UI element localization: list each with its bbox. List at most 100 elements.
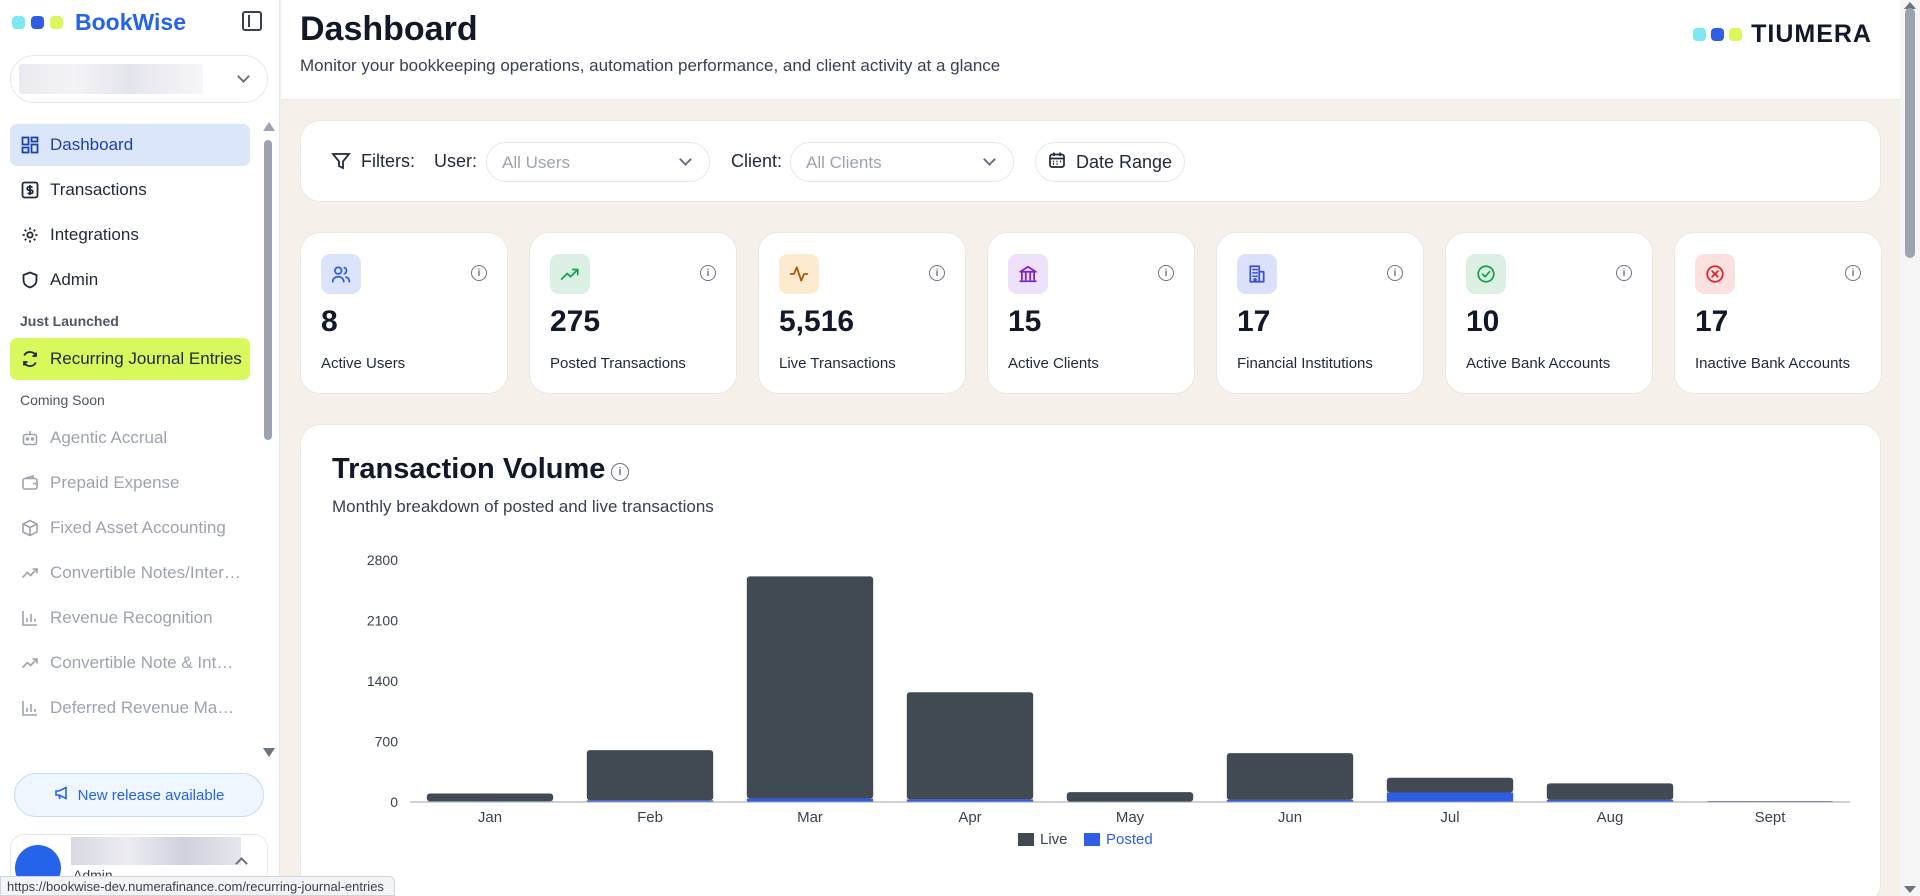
- info-icon[interactable]: i: [1616, 265, 1632, 281]
- sidebar-item-deferred-revenue-management[interactable]: Deferred Revenue Management: [10, 687, 250, 729]
- logo-dot-1: [1693, 28, 1707, 41]
- x-circle-icon: [1695, 254, 1735, 294]
- stat-card-active-users: i 8 Active Users: [300, 232, 508, 394]
- user-filter-label: User:: [434, 151, 478, 171]
- sidebar-item-admin[interactable]: Admin: [10, 259, 250, 301]
- client-filter-label: Client:: [731, 151, 783, 171]
- bar-chart-icon: [20, 608, 40, 628]
- stat-label: Inactive Bank Accounts: [1695, 355, 1851, 372]
- legend-label-posted: Posted: [1106, 831, 1153, 848]
- sidebar-item-label: Recurring Journal Entries: [50, 349, 242, 368]
- stat-card-inactive-bank-accounts: i 17 Inactive Bank Accounts: [1674, 232, 1882, 394]
- info-icon[interactable]: i: [929, 265, 945, 281]
- bar-live-jul: [1386, 777, 1514, 793]
- info-icon[interactable]: i: [1387, 265, 1403, 281]
- transaction-volume-card: Transaction Volume i Monthly breakdown o…: [300, 424, 1881, 896]
- sidebar-scrollbar[interactable]: [264, 140, 272, 440]
- x-tick-label: May: [1116, 809, 1145, 826]
- x-tick-label: Jul: [1440, 809, 1459, 826]
- sidebar-item-label: Dashboard: [50, 135, 134, 154]
- sidebar-item-dashboard[interactable]: Dashboard: [10, 124, 250, 166]
- page-scroll-down-icon[interactable]: [1904, 886, 1916, 893]
- sidebar-scroll-up-icon[interactable]: [263, 122, 275, 131]
- stat-label: Active Users: [321, 355, 406, 372]
- stat-label: Active Bank Accounts: [1466, 355, 1611, 372]
- sidebar-item-integrations[interactable]: Integrations: [10, 214, 250, 256]
- bar-live-aug: [1546, 783, 1674, 800]
- bar-posted-aug: [1546, 799, 1674, 802]
- sidebar-item-revenue-recognition[interactable]: Revenue Recognition: [10, 597, 250, 639]
- stat-value: 275: [550, 305, 601, 338]
- dashboard-icon: [20, 135, 40, 155]
- new-release-button[interactable]: New release available: [14, 773, 264, 817]
- stat-value: 8: [321, 305, 338, 338]
- sidebar-item-convertible-note-interest[interactable]: Convertible Note & Interest: [10, 642, 250, 684]
- status-bar-url: https://bookwise-dev.numerafinance.com/r…: [0, 876, 395, 896]
- stat-value: 15: [1008, 305, 1042, 338]
- bank-icon: [1008, 254, 1048, 294]
- client-filter-select[interactable]: All Clients: [790, 142, 1014, 182]
- gear-icon: [20, 225, 40, 245]
- sidebar-item-prepaid-expense[interactable]: Prepaid Expense: [10, 462, 250, 504]
- user-filter-select[interactable]: All Users: [486, 142, 710, 182]
- stat-value: 10: [1466, 305, 1500, 338]
- sidebar-item-convertible-notes-interest[interactable]: Convertible Notes/Interest: [10, 552, 250, 594]
- x-tick-label: Apr: [958, 809, 981, 826]
- x-tick-label: Aug: [1597, 809, 1624, 826]
- bar-chart-icon: [20, 698, 40, 718]
- organization-select[interactable]: [10, 55, 268, 103]
- legend-label-live: Live: [1040, 831, 1068, 848]
- brand-logo[interactable]: BookWise: [12, 8, 186, 36]
- legend-swatch-live: [1018, 833, 1034, 846]
- info-icon[interactable]: i: [611, 463, 629, 481]
- bar-live-may: [1066, 792, 1194, 802]
- megaphone-icon: [54, 785, 70, 805]
- x-tick-label: Sept: [1755, 809, 1787, 826]
- sidebar-item-label: Prepaid Expense: [50, 473, 180, 492]
- logo-dot-2: [1711, 28, 1725, 41]
- page-scroll-up-icon[interactable]: [1904, 2, 1916, 9]
- logo-dot-3: [1729, 28, 1743, 41]
- page-header: Dashboard Monitor your bookkeeping opera…: [281, 0, 1900, 100]
- bar-live-jan: [426, 793, 554, 802]
- bar-live-apr: [906, 692, 1034, 800]
- legend-swatch-posted: [1084, 833, 1100, 846]
- sidebar-scroll-down-icon[interactable]: [263, 748, 275, 757]
- info-icon[interactable]: i: [700, 265, 716, 281]
- stat-value: 17: [1695, 305, 1729, 338]
- transaction-volume-chart: 0 700 1400 2100 2800 Jan Feb Mar Apr May Jun Jul Aug…: [367, 552, 1850, 848]
- date-range-button[interactable]: Date Range: [1035, 142, 1185, 182]
- sidebar-item-fixed-asset-accounting[interactable]: Fixed Asset Accounting: [10, 507, 250, 549]
- info-icon[interactable]: i: [1845, 265, 1861, 281]
- refresh-icon: [20, 349, 40, 369]
- page-scrollbar[interactable]: [1905, 8, 1915, 258]
- sidebar-item-label: Transactions: [50, 180, 147, 199]
- activity-icon: [779, 254, 819, 294]
- sidebar: BookWise Dashboard Transactions Integrat…: [0, 0, 280, 896]
- sidebar-item-label: Convertible Notes/Interest: [50, 563, 242, 582]
- stat-label: Active Clients: [1008, 355, 1099, 372]
- bar-posted-mar: [746, 798, 874, 802]
- bar-live-jun: [1226, 753, 1354, 800]
- numera-logo: TIUMERA: [1693, 20, 1872, 49]
- sidebar-item-label: Revenue Recognition: [50, 608, 213, 627]
- sidebar-item-agentic-accrual[interactable]: Agentic Accrual: [10, 417, 250, 459]
- user-name-redacted: [71, 837, 241, 865]
- sidebar-item-label: Deferred Revenue Management: [50, 698, 242, 717]
- client-filter-value: All Clients: [806, 153, 882, 172]
- trending-up-icon: [20, 563, 40, 583]
- sidebar-toggle-icon[interactable]: [242, 11, 262, 31]
- date-range-label: Date Range: [1075, 151, 1173, 172]
- chevron-down-icon: [679, 153, 692, 166]
- bar-live-mar: [746, 576, 874, 799]
- stat-card-active-bank-accounts: i 10 Active Bank Accounts: [1445, 232, 1653, 394]
- trending-up-icon: [550, 254, 590, 294]
- chevron-down-icon: [237, 70, 250, 83]
- brand-dot-3: [50, 15, 63, 29]
- info-icon[interactable]: i: [471, 265, 487, 281]
- organization-name-redacted: [19, 64, 203, 94]
- sidebar-item-recurring-journal-entries[interactable]: Recurring Journal Entries: [10, 338, 250, 380]
- info-icon[interactable]: i: [1158, 265, 1174, 281]
- bar-live-feb: [586, 750, 714, 801]
- sidebar-item-transactions[interactable]: Transactions: [10, 169, 250, 211]
